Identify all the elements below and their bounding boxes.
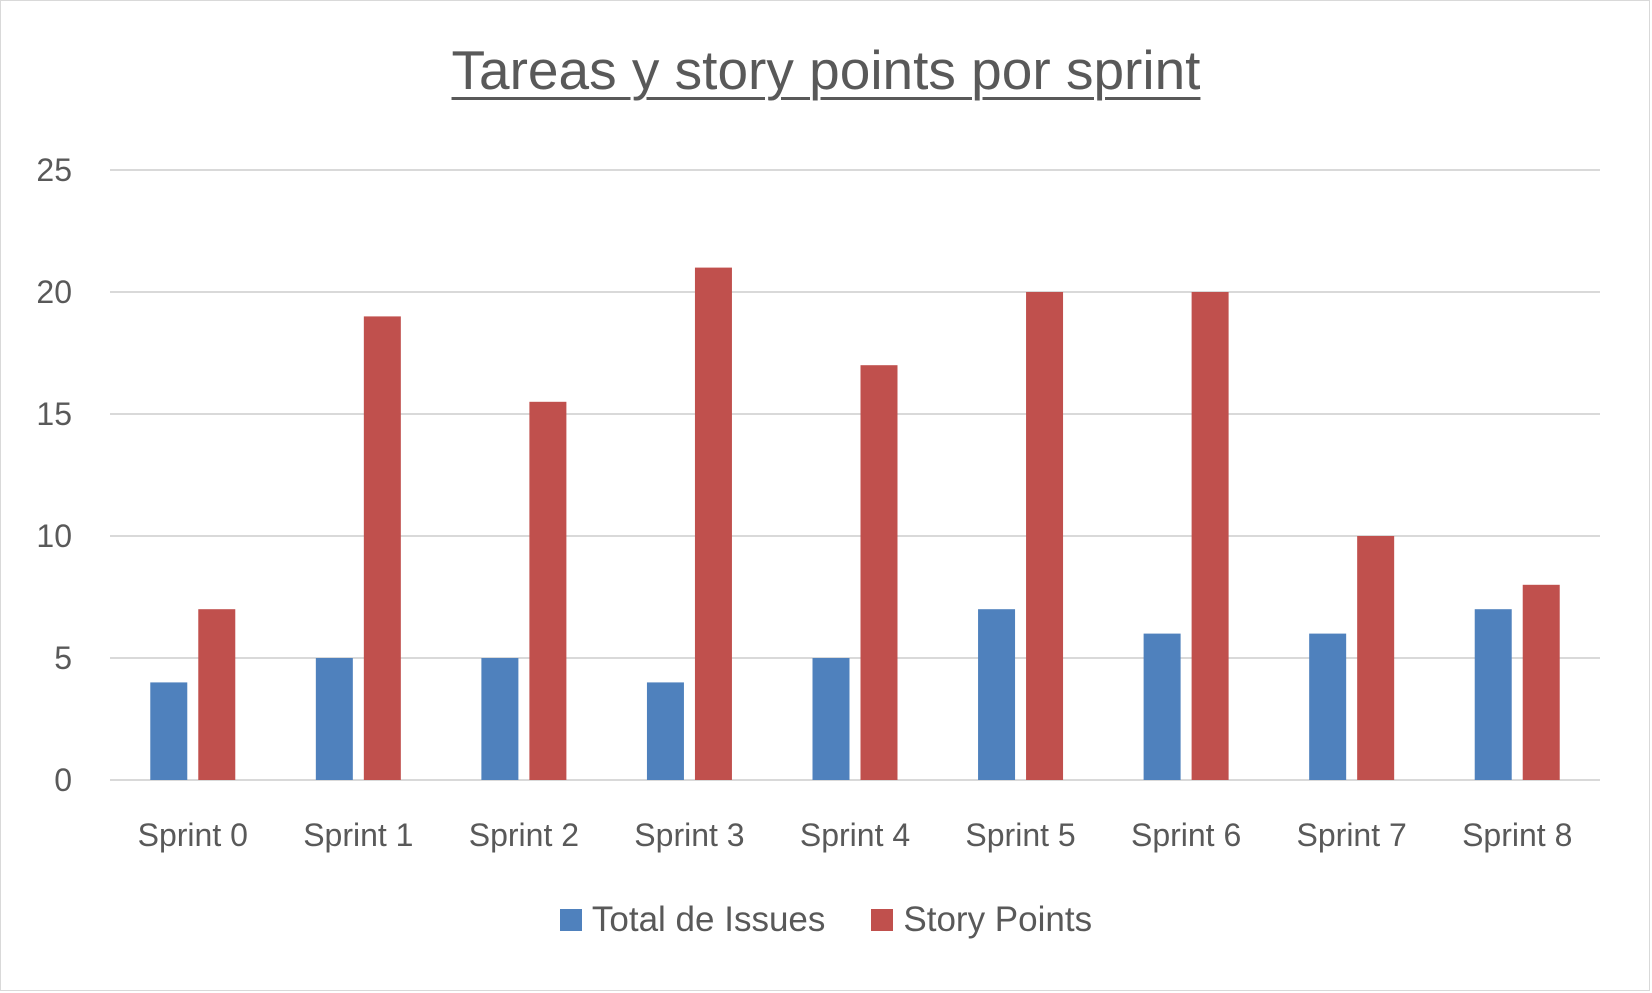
bar-issues bbox=[646, 682, 684, 780]
x-tick-label: Sprint 4 bbox=[800, 817, 910, 853]
x-tick-label: Sprint 8 bbox=[1462, 817, 1572, 853]
y-tick-label: 10 bbox=[36, 518, 72, 554]
legend-label-issues: Total de Issues bbox=[591, 900, 826, 939]
bar-issues bbox=[1474, 609, 1512, 780]
legend: Total de Issues Story Points bbox=[0, 900, 1652, 940]
bar-story-points bbox=[1522, 584, 1560, 780]
chart-title: Tareas y story points por sprint bbox=[451, 39, 1201, 101]
bar-story-points bbox=[1357, 536, 1395, 780]
bar-issues bbox=[1143, 633, 1181, 780]
x-tick-label: Sprint 3 bbox=[634, 817, 744, 853]
legend-item-issues: Total de Issues bbox=[559, 900, 826, 940]
y-tick-label: 15 bbox=[36, 396, 72, 432]
x-tick-label: Sprint 1 bbox=[303, 817, 413, 853]
legend-swatch-issues bbox=[559, 909, 582, 931]
legend-item-story-points: Story Points bbox=[871, 900, 1092, 940]
bar-issues bbox=[1309, 633, 1347, 780]
bar-story-points bbox=[1191, 292, 1229, 780]
bar-story-points bbox=[529, 401, 567, 780]
x-tick-label: Sprint 2 bbox=[469, 817, 579, 853]
bar-story-points bbox=[1026, 292, 1064, 780]
bar-issues bbox=[978, 609, 1016, 780]
bar-story-points bbox=[198, 609, 236, 780]
bar-story-points bbox=[363, 316, 401, 780]
bar-issues bbox=[812, 658, 850, 780]
x-tick-label: Sprint 0 bbox=[138, 817, 248, 853]
y-tick-label: 20 bbox=[36, 274, 72, 310]
x-tick-label: Sprint 5 bbox=[965, 817, 1075, 853]
y-tick-label: 5 bbox=[54, 640, 72, 676]
y-tick-label: 0 bbox=[54, 762, 72, 798]
bar-issues bbox=[150, 682, 188, 780]
bar-issues bbox=[315, 658, 353, 780]
bar-story-points bbox=[860, 365, 898, 780]
legend-swatch-story-points bbox=[871, 909, 894, 931]
bar-issues bbox=[481, 658, 519, 780]
x-tick-label: Sprint 6 bbox=[1131, 817, 1241, 853]
legend-label-story-points: Story Points bbox=[903, 900, 1093, 939]
x-tick-label: Sprint 7 bbox=[1297, 817, 1407, 853]
bar-story-points bbox=[694, 267, 732, 781]
y-tick-label: 25 bbox=[36, 152, 72, 188]
